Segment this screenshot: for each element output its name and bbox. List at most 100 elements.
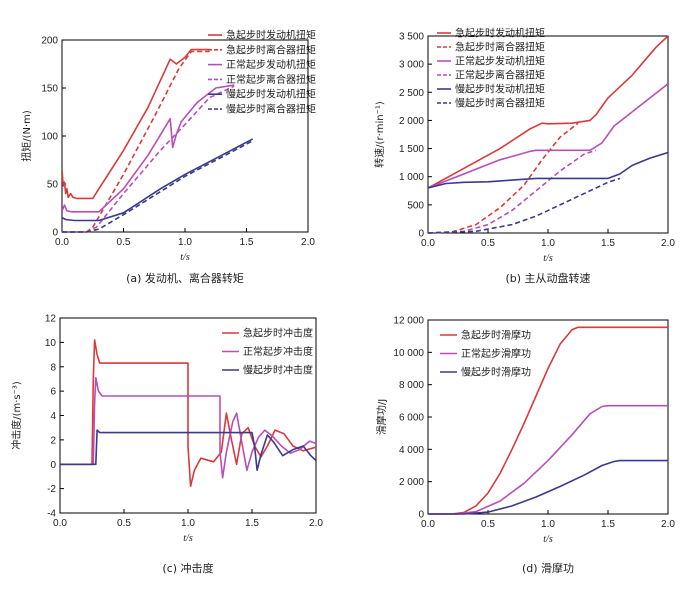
- chart-panel-1: 0.0 0.5 1.0 1.5 2.0 0 50 100 150 200 t/s 扭矩/(N·m) 急起…: [20, 29, 316, 286]
- panel-caption: (d) 滑摩功: [522, 561, 574, 575]
- x-tick-label: 2.0: [309, 518, 323, 529]
- legend-label: 慢起步时离合器扭矩: [226, 103, 316, 116]
- y-axis-label: 滑摩功/J: [375, 399, 388, 435]
- y-axis-label: 扭矩/(N·m): [20, 110, 33, 162]
- series-line-3: [428, 83, 668, 189]
- x-tick-label: 0.0: [421, 519, 435, 530]
- y-tick-label: 8: [50, 362, 56, 373]
- series-line-1: [62, 48, 210, 200]
- y-tick-label: 3 500: [399, 32, 424, 43]
- legend-label: 急起步时发动机扭矩: [455, 27, 545, 40]
- series-line-3: [62, 84, 235, 213]
- x-tick-label: 1.0: [178, 237, 192, 248]
- y-tick-label: 0: [418, 229, 424, 240]
- x-tick-label: 2.0: [661, 519, 675, 530]
- y-tick-label: 2 500: [399, 88, 424, 99]
- y-tick-label: 4: [50, 411, 56, 422]
- legend-label: 急起步时滑摩功: [461, 329, 531, 342]
- x-tick-label: 0.5: [117, 518, 131, 529]
- y-tick-label: 2: [50, 435, 56, 446]
- legend-label: 急起步时发动机扭矩: [226, 29, 316, 42]
- x-tick-label: 1.5: [245, 518, 259, 529]
- y-tick-label: 0: [418, 510, 424, 521]
- y-tick-label: 200: [41, 36, 58, 47]
- legend-label: 慢起步时冲击度: [243, 364, 313, 377]
- legend-label: 慢起步时发动机扭矩: [455, 83, 545, 96]
- y-tick-label: -4: [47, 509, 56, 520]
- legend-label: 正常起步滑摩功: [461, 347, 531, 360]
- y-tick-label: 2 000: [399, 116, 424, 127]
- y-tick-label: 8 000: [399, 380, 424, 391]
- legend-label: 正常起步发动机扭矩: [226, 58, 316, 71]
- chart-panel-2: 0.0 0.5 1.0 1.5 2.0 0 500 1 000 1 500 2 000 2 500 3…: [373, 27, 675, 286]
- y-tick-label: 1 000: [399, 172, 424, 183]
- series-line-3: [428, 459, 668, 515]
- x-axis-label: t/s: [543, 253, 553, 264]
- y-tick-label: -2: [47, 484, 56, 495]
- panel-caption: (b) 主从动盘转速: [505, 271, 590, 285]
- series-line-5: [428, 151, 668, 189]
- x-axis-label: t/s: [543, 534, 553, 545]
- chart-panel-3: 0.0 0.5 1.0 1.5 2.0 -4 -2 0 2 4 6 8 10 12 t/s 冲击度/(m·s⁻…: [10, 314, 323, 576]
- y-tick-label: 3 000: [399, 60, 424, 71]
- y-axis-label: 冲击度/(m·s⁻³): [10, 381, 23, 450]
- x-tick-label: 2.0: [301, 237, 315, 248]
- x-axis-label: t/s: [183, 533, 193, 544]
- x-tick-label: 0.0: [55, 237, 69, 248]
- legend-label: 急起步时离合器扭矩: [226, 43, 316, 56]
- y-tick-label: 50: [47, 180, 59, 191]
- y-tick-label: 12 000: [393, 316, 424, 327]
- legend-label: 急起步时离合器扭矩: [455, 41, 545, 54]
- y-tick-label: 0: [50, 460, 56, 471]
- y-tick-label: 150: [41, 84, 58, 95]
- x-tick-label: 0.0: [53, 518, 67, 529]
- legend-label: 慢起步时离合器扭矩: [455, 97, 545, 110]
- x-tick-label: 1.5: [601, 238, 615, 249]
- series-line-2: [428, 404, 668, 515]
- series-line-3: [60, 429, 316, 472]
- legend-label: 正常起步离合器扭矩: [226, 73, 316, 86]
- legend-label: 慢起步时发动机扭矩: [226, 88, 316, 101]
- series-line-5: [62, 138, 254, 222]
- panel-caption: (a) 发动机、离合器转矩: [126, 271, 244, 285]
- legend-label: 急起步时冲击度: [243, 327, 313, 340]
- y-tick-label: 12: [45, 314, 57, 325]
- y-axis-label: 转速/(r·min⁻¹): [373, 101, 386, 168]
- x-tick-label: 0.5: [481, 519, 495, 530]
- series-line-2: [428, 122, 579, 234]
- series-line-1: [428, 326, 668, 515]
- x-axis-label: t/s: [180, 252, 190, 263]
- series-line-6: [62, 140, 254, 233]
- x-tick-label: 1.0: [181, 518, 195, 529]
- x-tick-label: 1.0: [541, 519, 555, 530]
- y-tick-label: 1 500: [399, 144, 424, 155]
- series-line-1: [428, 35, 668, 189]
- y-tick-label: 500: [407, 200, 424, 211]
- x-tick-label: 1.0: [541, 238, 555, 249]
- y-tick-label: 6 000: [399, 413, 424, 424]
- x-tick-label: 0.5: [117, 237, 131, 248]
- y-tick-label: 6: [50, 387, 56, 398]
- y-tick-label: 10: [45, 338, 57, 349]
- y-tick-label: 100: [41, 132, 58, 143]
- legend-label: 正常起步发动机扭矩: [455, 55, 545, 68]
- legend-label: 正常起步冲击度: [243, 345, 313, 358]
- series-line-1: [60, 339, 316, 487]
- y-tick-label: 10 000: [393, 348, 424, 359]
- legend-label: 正常起步离合器扭矩: [455, 69, 545, 82]
- y-tick-label: 4 000: [399, 445, 424, 456]
- x-tick-label: 0.0: [421, 238, 435, 249]
- x-tick-label: 2.0: [661, 238, 675, 249]
- series-line-2: [60, 376, 316, 479]
- y-tick-label: 2 000: [399, 477, 424, 488]
- x-tick-label: 1.5: [240, 237, 254, 248]
- series-line-6: [428, 177, 621, 234]
- x-tick-label: 1.5: [601, 519, 615, 530]
- chart-panel-4: 0.0 0.5 1.0 1.5 2.0 0 2 000 4 000 6 000 8 000 10 0…: [375, 316, 675, 576]
- series-line-4: [428, 149, 597, 234]
- panel-caption: (c) 冲击度: [162, 561, 213, 575]
- x-tick-label: 0.5: [481, 238, 495, 249]
- legend-label: 慢起步时滑摩功: [461, 366, 531, 379]
- y-tick-label: 0: [52, 228, 58, 239]
